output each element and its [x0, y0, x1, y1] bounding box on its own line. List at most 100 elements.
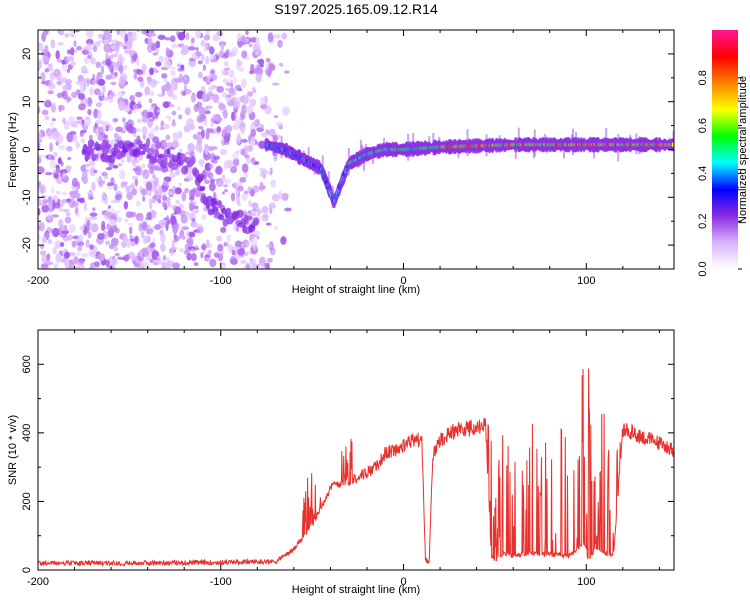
noise-speckle: [141, 221, 148, 232]
noise-speckle: [183, 84, 188, 92]
noise-speckle: [89, 134, 93, 140]
noise-speckle: [53, 262, 59, 269]
noise-speckle: [178, 182, 182, 187]
noise-speckle: [174, 234, 178, 244]
noise-speckle: [153, 106, 161, 116]
noise-speckle: [174, 187, 182, 195]
noise-speckle: [132, 133, 137, 138]
noise-speckle: [91, 79, 96, 85]
noise-speckle: [221, 174, 226, 181]
noise-speckle: [119, 30, 127, 38]
noise-speckle: [251, 121, 259, 126]
noise-speckle: [220, 226, 227, 234]
noise-speckle: [168, 115, 172, 122]
noise-speckle: [80, 138, 86, 144]
noise-speckle: [136, 57, 140, 67]
noise-speckle: [113, 164, 119, 169]
noise-speckle: [264, 105, 272, 115]
noise-speckle: [38, 154, 45, 158]
x-tick-label: 0: [400, 275, 406, 287]
noise-speckle: [152, 173, 156, 180]
noise-speckle: [191, 218, 196, 222]
noise-speckle: [191, 37, 195, 44]
noise-speckle: [53, 68, 61, 77]
noise-speckle: [209, 178, 215, 184]
noise-speckle: [188, 231, 196, 238]
noise-speckle: [69, 251, 75, 257]
noise-speckle: [239, 115, 244, 122]
noise-speckle: [97, 33, 105, 39]
heatmap-y-ticks: -20 -10 0 10 20: [21, 29, 674, 270]
snr-x-ticks: -200 -100 0 100: [27, 330, 660, 588]
noise-speckle: [227, 78, 234, 84]
noise-speckle: [253, 230, 261, 236]
noise-speckle: [70, 47, 75, 56]
snr-panel: -200 -100 0 100 0 200 400 600 Height of straig…: [7, 329, 675, 596]
noise-speckle: [141, 116, 148, 123]
noise-speckle: [267, 68, 272, 78]
noise-speckle: [65, 212, 71, 217]
noise-speckle: [66, 145, 73, 152]
noise-speckle: [226, 234, 231, 243]
noise-speckle: [105, 259, 110, 268]
noise-speckle: [95, 119, 103, 125]
noise-speckle: [125, 211, 134, 218]
noise-speckle: [129, 184, 135, 189]
noise-speckle: [184, 107, 191, 116]
noise-speckle: [233, 76, 237, 85]
noise-speckle: [118, 169, 126, 180]
noise-speckle: [70, 33, 76, 38]
noise-speckle: [38, 42, 44, 51]
noise-speckle: [268, 128, 276, 137]
noise-speckle: [241, 193, 248, 201]
noise-speckle: [197, 60, 203, 65]
noise-speckle: [245, 262, 251, 269]
noise-speckle: [141, 126, 148, 136]
noise-speckle: [75, 141, 80, 149]
noise-speckle: [149, 33, 157, 37]
noise-speckle: [101, 171, 108, 177]
noise-speckle: [229, 256, 237, 265]
noise-speckle: [198, 158, 205, 165]
noise-speckle: [144, 86, 151, 96]
noise-speckle: [89, 86, 94, 96]
noise-speckle: [241, 139, 248, 143]
noise-speckle: [174, 168, 181, 176]
noise-speckle: [192, 187, 197, 193]
noise-speckle: [68, 198, 76, 209]
noise-speckle: [114, 210, 122, 214]
noise-speckle: [185, 32, 190, 41]
noise-speckle: [160, 243, 166, 252]
noise-speckle: [232, 100, 241, 110]
noise-speckle: [256, 263, 260, 268]
noise-speckle: [61, 84, 70, 92]
noise-speckle: [155, 48, 160, 54]
snr-y-ticks: 0 200 400 600: [21, 329, 674, 573]
noise-speckle: [218, 50, 225, 59]
noise-speckle: [180, 64, 185, 70]
noise-speckle: [157, 34, 166, 40]
noise-speckle: [77, 92, 86, 100]
noise-speckle: [149, 67, 155, 76]
noise-speckle: [249, 257, 254, 264]
noise-speckle: [271, 193, 280, 202]
noise-speckle: [101, 191, 106, 199]
noise-speckle: [133, 72, 138, 80]
noise-speckle: [169, 172, 176, 178]
noise-speckle: [155, 61, 162, 67]
noise-speckle: [171, 43, 179, 49]
colorbar-tick-label: 0.4: [697, 166, 709, 181]
noise-speckle: [250, 157, 256, 165]
x-tick-label: -200: [27, 576, 49, 588]
low-band-blob: [135, 140, 143, 146]
noise-speckle: [281, 192, 289, 201]
colorbar-tick-label: 0.2: [697, 214, 709, 229]
noise-speckle: [221, 129, 228, 139]
noise-speckle: [193, 262, 199, 267]
noise-speckle: [95, 255, 102, 259]
noise-speckle: [75, 262, 81, 269]
noise-speckle: [139, 249, 144, 257]
noise-speckle: [107, 125, 114, 132]
noise-speckle: [178, 148, 183, 152]
noise-speckle: [180, 48, 188, 56]
